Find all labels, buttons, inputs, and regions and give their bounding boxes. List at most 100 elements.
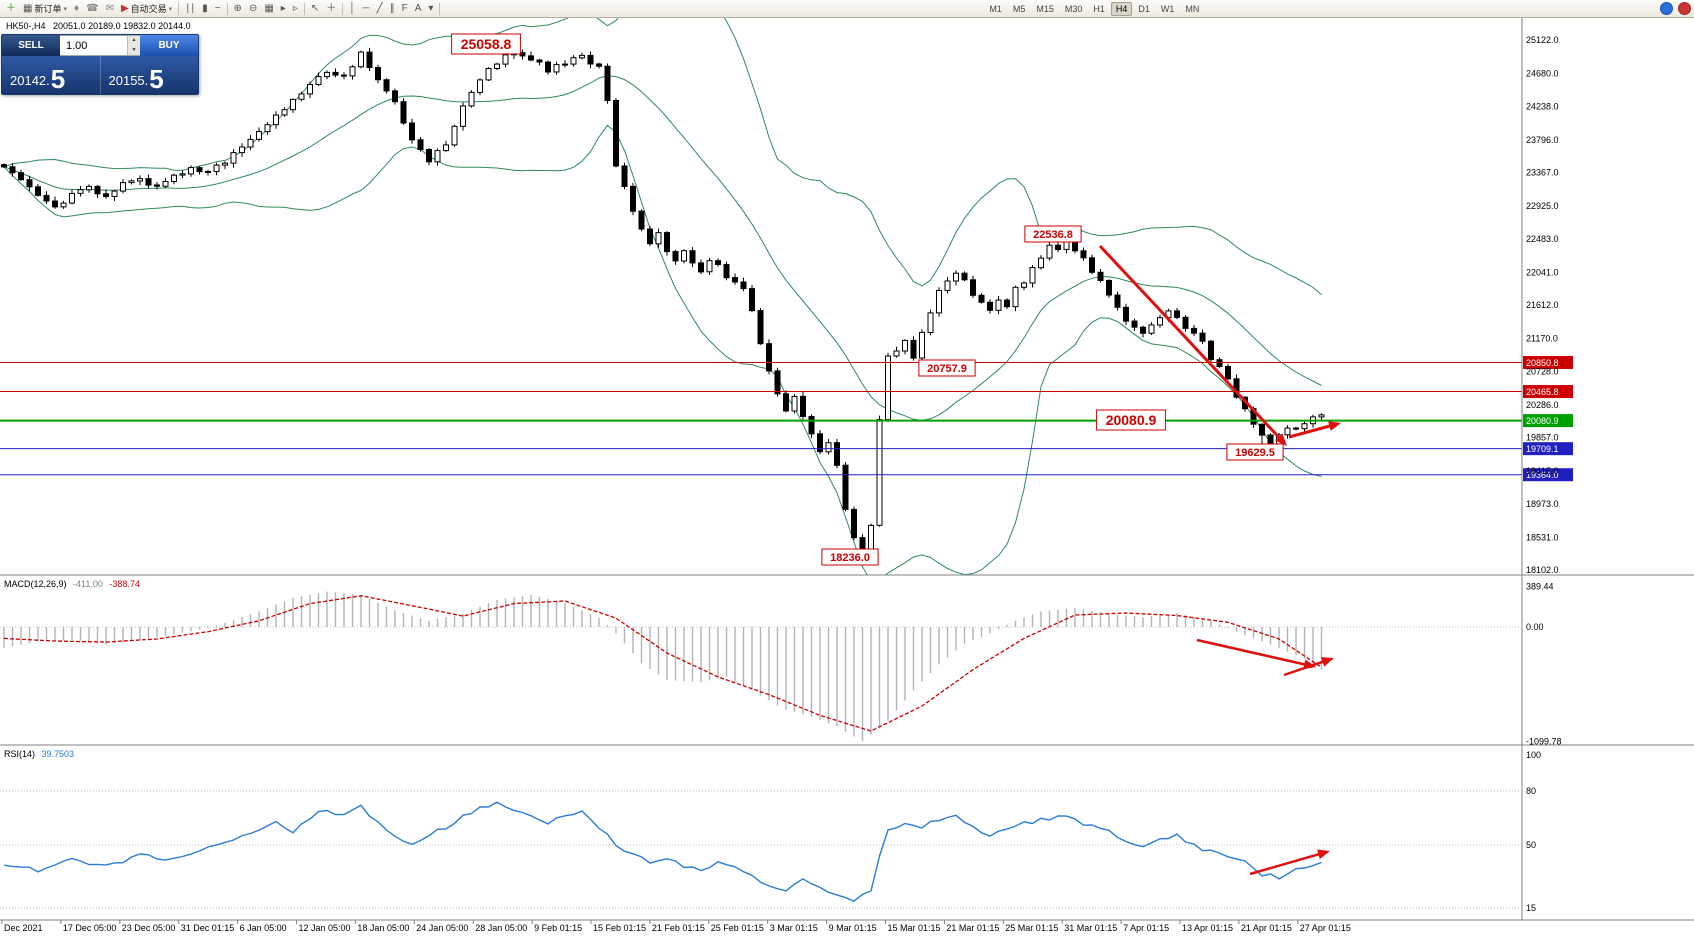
svg-text:23 Dec 05:00: 23 Dec 05:00 — [122, 923, 176, 933]
arrow-line[interactable] — [1196, 638, 1309, 667]
fibonacci-icon[interactable]: F — [399, 1, 411, 16]
macd-panel — [0, 591, 1522, 742]
candlestick-icon[interactable]: ▮ — [199, 1, 211, 16]
auto-scroll-icon[interactable]: ▸ — [278, 1, 289, 16]
channel-icon: ∥ — [389, 3, 395, 14]
chart-shift-icon[interactable]: ▹ — [290, 1, 301, 16]
rsi-name: RSI(14) — [4, 749, 36, 759]
community-icon[interactable] — [1660, 2, 1673, 15]
svg-text:Dec 2021: Dec 2021 — [4, 923, 43, 933]
toolbar: ＋ ▦ 新订单 ▾ ♦ ☎ ✉ ▶ 自动交易 ▾ ∣∣ ▮ ~ ⊕ ⊖ ▦ ▸ ▹ ↖ ＋ │ ─ ╱ ∥ F A ▾ M1 M5 M1… — [0, 0, 1694, 18]
svg-text:17 Dec 05:00: 17 Dec 05:00 — [63, 923, 117, 933]
arrow-line[interactable] — [1098, 244, 1283, 442]
text-label-icon[interactable]: A — [412, 1, 425, 16]
annotation-box[interactable] — [821, 548, 879, 566]
buy-price[interactable]: 20155. 5 — [99, 56, 199, 94]
annotation-box[interactable] — [1226, 443, 1284, 461]
timeframe-m1[interactable]: M1 — [989, 3, 1002, 14]
new-chart-icon[interactable]: ＋ — [3, 1, 19, 16]
svg-text:13 Apr 01:15: 13 Apr 01:15 — [1182, 923, 1233, 933]
timeframe-w1[interactable]: W1 — [1160, 3, 1175, 14]
svg-text:20080.9: 20080.9 — [1106, 412, 1157, 428]
timeframe-m5[interactable]: M5 — [1012, 3, 1026, 14]
cursor-icon: ↖ — [310, 3, 320, 14]
line-chart-icon[interactable]: ~ — [212, 1, 224, 16]
zoom-out-icon[interactable]: ⊖ — [246, 1, 260, 16]
arrow-line[interactable] — [1249, 852, 1323, 876]
zoom-in-icon[interactable]: ⊕ — [231, 1, 245, 16]
time-scale: Dec 2021 17 Dec 05:00 23 Dec 05:00 31 Dec 0… — [1, 920, 1351, 933]
svg-text:15 Mar 01:15: 15 Mar 01:15 — [888, 923, 941, 933]
sell-price-big-digit: 5 — [50, 63, 66, 94]
price-annotations[interactable]: 25058.8 22536.8 20757.9 20080.9 19629.5 18236… — [451, 33, 1284, 566]
candlestick-series — [1, 44, 1325, 560]
arrowhead-icon — [1275, 433, 1287, 446]
tile-windows-icon[interactable]: ▦ — [261, 1, 276, 16]
svg-text:31 Mar 01:15: 31 Mar 01:15 — [1064, 923, 1117, 933]
toolbar-right — [1656, 2, 1691, 15]
svg-text:19415.0: 19415.0 — [1526, 466, 1559, 476]
annotation-box[interactable] — [1024, 225, 1082, 243]
price-scale: 25122.0 24680.0 24238.0 23796.0 23367.0 22925… — [1526, 35, 1562, 913]
toolbar-separator — [303, 2, 305, 15]
sell-button[interactable]: SELL — [2, 35, 60, 56]
mail-icon: ✉ — [105, 3, 114, 14]
cursor-icon[interactable]: ↖ — [308, 1, 322, 16]
vertical-line-icon[interactable]: │ — [346, 1, 358, 16]
autotrade-button[interactable]: ▶ 自动交易 ▾ — [118, 1, 175, 16]
svg-text:28 Jan 05:00: 28 Jan 05:00 — [475, 923, 527, 933]
crosshair-icon: ＋ — [326, 3, 337, 14]
annotation-box[interactable] — [918, 359, 976, 377]
mail-icon[interactable]: ✉ — [103, 1, 117, 16]
timeframe-m30[interactable]: M30 — [1064, 3, 1083, 14]
macd-name: MACD(12,26,9) — [4, 579, 67, 589]
annotation-box[interactable] — [1096, 409, 1166, 431]
horizontal-lines[interactable]: 20850.8 20465.8 20080.9 19709.1 19364.0 — [0, 355, 1573, 482]
annotation-box[interactable] — [451, 33, 521, 55]
svg-text:22925.0: 22925.0 — [1526, 201, 1559, 211]
arrow-line[interactable] — [1288, 423, 1334, 439]
trendline-icon[interactable]: ╱ — [374, 1, 386, 16]
timeframe-m15[interactable]: M15 — [1036, 3, 1054, 14]
trend-arrows[interactable] — [1098, 244, 1341, 876]
new-chart-icon: ＋ — [6, 3, 16, 14]
arrow-line[interactable] — [1283, 659, 1327, 677]
sell-price-main: 20142. — [10, 72, 50, 88]
svg-text:21 Feb 01:15: 21 Feb 01:15 — [652, 923, 705, 933]
volume-down-icon[interactable]: ▼ — [128, 45, 140, 55]
ohlc-readout: 20051.0 20189.0 19832.0 20144.0 — [53, 21, 191, 31]
svg-text:15: 15 — [1526, 903, 1536, 913]
timeframe-h4[interactable]: H4 — [1110, 1, 1133, 16]
channel-icon[interactable]: ∥ — [387, 1, 398, 16]
chart-title: HK50-,H4 20051.0 20189.0 19832.0 20144.0 — [6, 21, 191, 31]
text-label-icon: A — [414, 3, 422, 14]
bar-chart-icon[interactable]: ∣∣ — [182, 1, 198, 16]
symbol-period-label: HK50-,H4 — [6, 21, 46, 31]
volume-input[interactable] — [60, 36, 140, 55]
svg-text:25 Feb 01:15: 25 Feb 01:15 — [711, 923, 764, 933]
macd-value: -411.00 — [73, 579, 103, 589]
support-icon[interactable]: ☎ — [83, 1, 101, 16]
svg-text:22483.0: 22483.0 — [1526, 234, 1559, 244]
buy-button[interactable]: BUY — [140, 35, 198, 56]
timeframe-mn[interactable]: MN — [1185, 3, 1200, 14]
svg-text:20286.0: 20286.0 — [1526, 400, 1559, 410]
volume-up-icon[interactable]: ▲ — [128, 36, 140, 46]
timeframe-d1[interactable]: D1 — [1138, 3, 1150, 14]
timeframe-h1[interactable]: H1 — [1093, 3, 1105, 14]
svg-text:100: 100 — [1526, 750, 1541, 760]
arrow-objects-icon[interactable]: ▾ — [425, 1, 436, 16]
sell-price[interactable]: 20142. 5 — [2, 56, 100, 94]
svg-text:31 Dec 01:15: 31 Dec 01:15 — [181, 923, 235, 933]
crosshair-icon[interactable]: ＋ — [323, 1, 339, 16]
buy-price-big-digit: 5 — [149, 63, 164, 94]
price-badge — [1523, 442, 1573, 456]
svg-text:25122.0: 25122.0 — [1526, 35, 1559, 45]
horizontal-line-icon[interactable]: ─ — [359, 1, 372, 16]
record-icon[interactable] — [1678, 2, 1691, 15]
new-order-button[interactable]: ▦ 新订单 ▾ — [20, 1, 70, 16]
sound-icon[interactable]: ♦ — [71, 1, 82, 16]
svg-text:-1099.78: -1099.78 — [1526, 736, 1562, 746]
svg-text:24238.0: 24238.0 — [1526, 102, 1559, 112]
